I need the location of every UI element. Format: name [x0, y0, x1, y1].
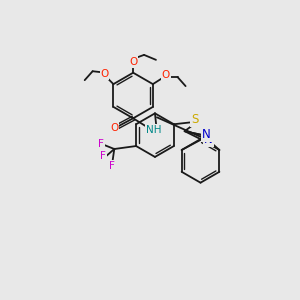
Text: N: N — [204, 133, 213, 146]
Text: F: F — [110, 161, 115, 171]
Text: F: F — [98, 139, 104, 149]
Text: N: N — [202, 128, 211, 141]
Text: O: O — [110, 123, 118, 133]
Text: NH: NH — [146, 125, 162, 135]
Text: O: O — [129, 57, 137, 67]
Text: O: O — [162, 70, 170, 80]
Text: F: F — [100, 151, 106, 161]
Text: S: S — [191, 113, 198, 126]
Text: O: O — [100, 69, 109, 79]
